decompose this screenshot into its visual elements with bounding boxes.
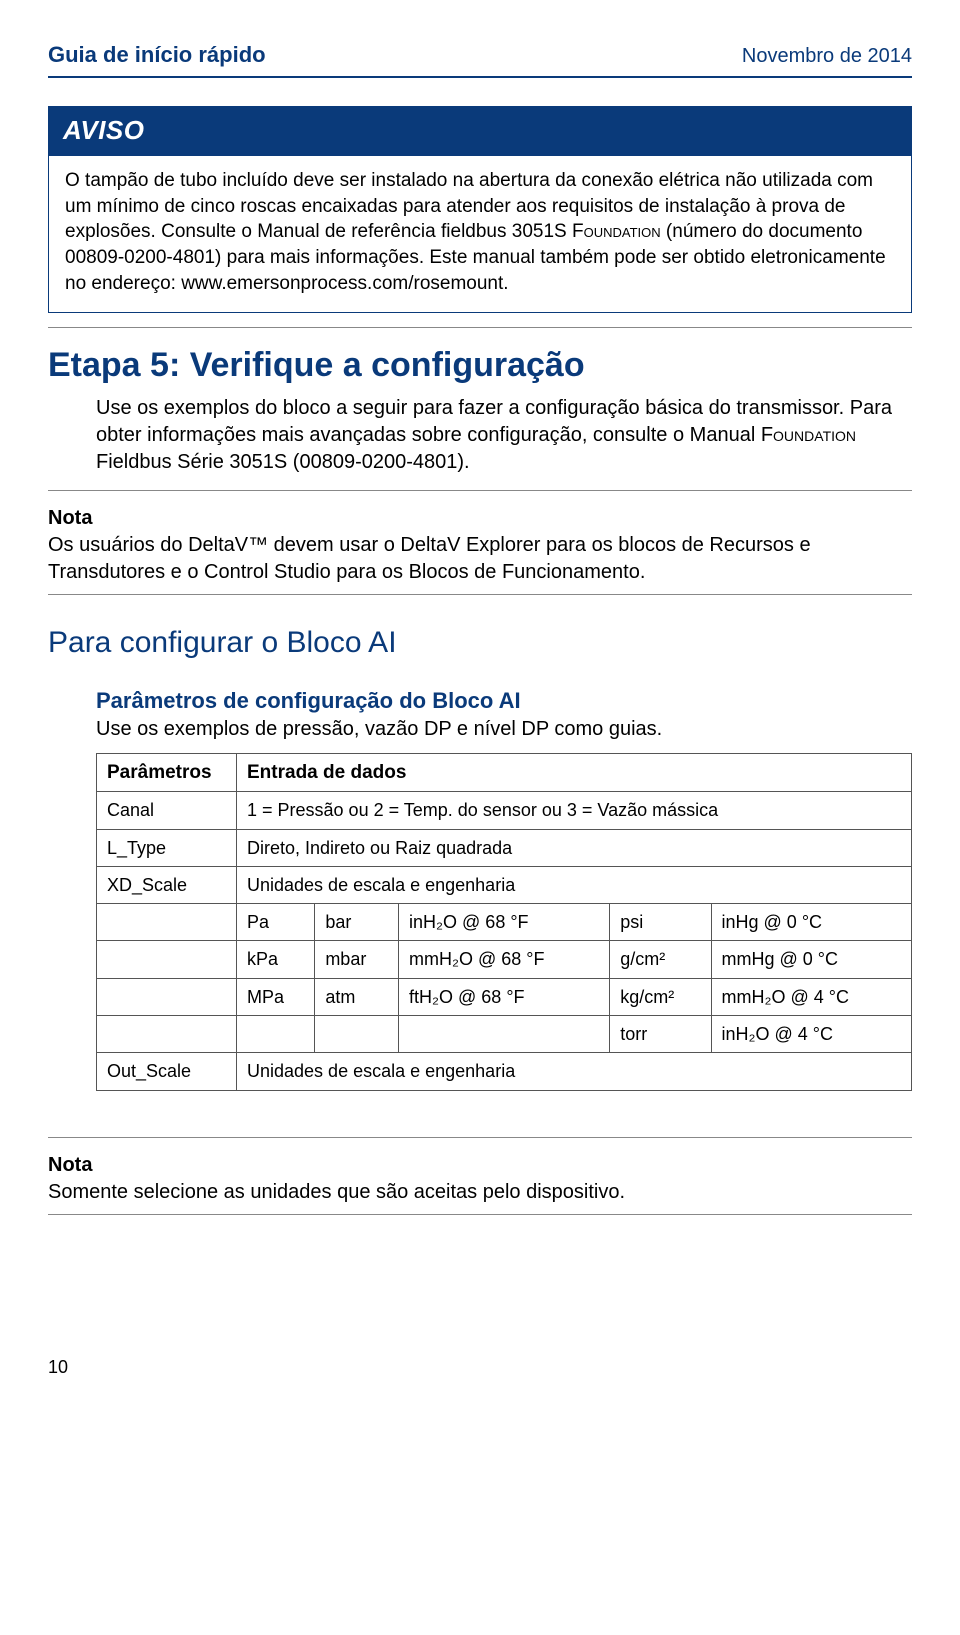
cell-unit: mbar — [315, 941, 399, 978]
step5-body: Use os exemplos do bloco a seguir para f… — [96, 395, 912, 476]
cell-ltype-value: Direto, Indireto ou Raiz quadrada — [237, 829, 912, 866]
cell-xdscale-label: XD_Scale — [97, 866, 237, 903]
header-right: Novembro de 2014 — [742, 43, 912, 70]
nota1-label: Nota — [48, 505, 912, 532]
page-number: 10 — [48, 1355, 912, 1379]
cell-ltype-label: L_Type — [97, 829, 237, 866]
cell-outscale-label: Out_Scale — [97, 1053, 237, 1090]
header-left: Guia de início rápido — [48, 40, 266, 70]
table-row: Pa bar inH₂O @ 68 °F psi inHg @ 0 °C — [97, 904, 912, 941]
config-title: Para configurar o Bloco AI — [48, 623, 912, 664]
cell-unit — [315, 1016, 399, 1053]
cell-unit — [237, 1016, 315, 1053]
divider — [48, 1137, 912, 1138]
table-header-params: Parâmetros — [97, 753, 237, 792]
cell-unit: inH₂O @ 4 °C — [711, 1016, 911, 1053]
params-title: Parâmetros de configuração do Bloco AI — [96, 686, 912, 716]
cell-empty — [97, 941, 237, 978]
cell-unit: ftH₂O @ 68 °F — [399, 978, 610, 1015]
step5-text-2: Fieldbus Série 3051S (00809-0200-4801). — [96, 451, 470, 473]
cell-unit: kg/cm² — [610, 978, 711, 1015]
cell-unit: mmH₂O @ 4 °C — [711, 978, 911, 1015]
aviso-title: AVISO — [49, 107, 911, 156]
params-table: Parâmetros Entrada de dados Canal 1 = Pr… — [96, 753, 912, 1091]
table-row: torr inH₂O @ 4 °C — [97, 1016, 912, 1053]
params-body: Use os exemplos de pressão, vazão DP e n… — [96, 716, 912, 743]
cell-xdscale-value: Unidades de escala e engenharia — [237, 866, 912, 903]
page: Guia de início rápido Novembro de 2014 A… — [0, 0, 960, 1399]
cell-unit: bar — [315, 904, 399, 941]
divider — [48, 490, 912, 491]
page-header: Guia de início rápido Novembro de 2014 — [48, 40, 912, 78]
cell-unit: Pa — [237, 904, 315, 941]
cell-unit: atm — [315, 978, 399, 1015]
table-row: XD_Scale Unidades de escala e engenharia — [97, 866, 912, 903]
divider — [48, 594, 912, 595]
table-row: MPa atm ftH₂O @ 68 °F kg/cm² mmH₂O @ 4 °… — [97, 978, 912, 1015]
table-row: kPa mbar mmH₂O @ 68 °F g/cm² mmHg @ 0 °C — [97, 941, 912, 978]
aviso-body: O tampão de tubo incluído deve ser insta… — [49, 156, 911, 312]
table-header-row: Parâmetros Entrada de dados — [97, 753, 912, 792]
cell-empty — [97, 978, 237, 1015]
divider — [48, 1214, 912, 1215]
cell-canal-value: 1 = Pressão ou 2 = Temp. do sensor ou 3 … — [237, 792, 912, 829]
cell-unit: inHg @ 0 °C — [711, 904, 911, 941]
cell-empty — [97, 1016, 237, 1053]
aviso-box: AVISO O tampão de tubo incluído deve ser… — [48, 106, 912, 313]
table-row: Out_Scale Unidades de escala e engenhari… — [97, 1053, 912, 1090]
nota2-body: Somente selecione as unidades que são ac… — [48, 1179, 912, 1206]
cell-unit: psi — [610, 904, 711, 941]
cell-empty — [97, 904, 237, 941]
table-row: Canal 1 = Pressão ou 2 = Temp. do sensor… — [97, 792, 912, 829]
step5-foundation: Foundation — [761, 424, 856, 446]
step5-title: Etapa 5: Verifique a configuração — [48, 346, 912, 385]
cell-unit: mmHg @ 0 °C — [711, 941, 911, 978]
divider — [48, 327, 912, 328]
cell-unit — [399, 1016, 610, 1053]
cell-outscale-value: Unidades de escala e engenharia — [237, 1053, 912, 1090]
nota2-label: Nota — [48, 1152, 912, 1179]
cell-canal-label: Canal — [97, 792, 237, 829]
cell-unit: g/cm² — [610, 941, 711, 978]
table-header-data: Entrada de dados — [237, 753, 912, 792]
cell-unit: torr — [610, 1016, 711, 1053]
table-row: L_Type Direto, Indireto ou Raiz quadrada — [97, 829, 912, 866]
aviso-foundation: Foundation — [572, 221, 661, 242]
cell-unit: inH₂O @ 68 °F — [399, 904, 610, 941]
cell-unit: MPa — [237, 978, 315, 1015]
cell-unit: mmH₂O @ 68 °F — [399, 941, 610, 978]
nota1-body: Os usuários do DeltaV™ devem usar o Delt… — [48, 532, 912, 586]
cell-unit: kPa — [237, 941, 315, 978]
